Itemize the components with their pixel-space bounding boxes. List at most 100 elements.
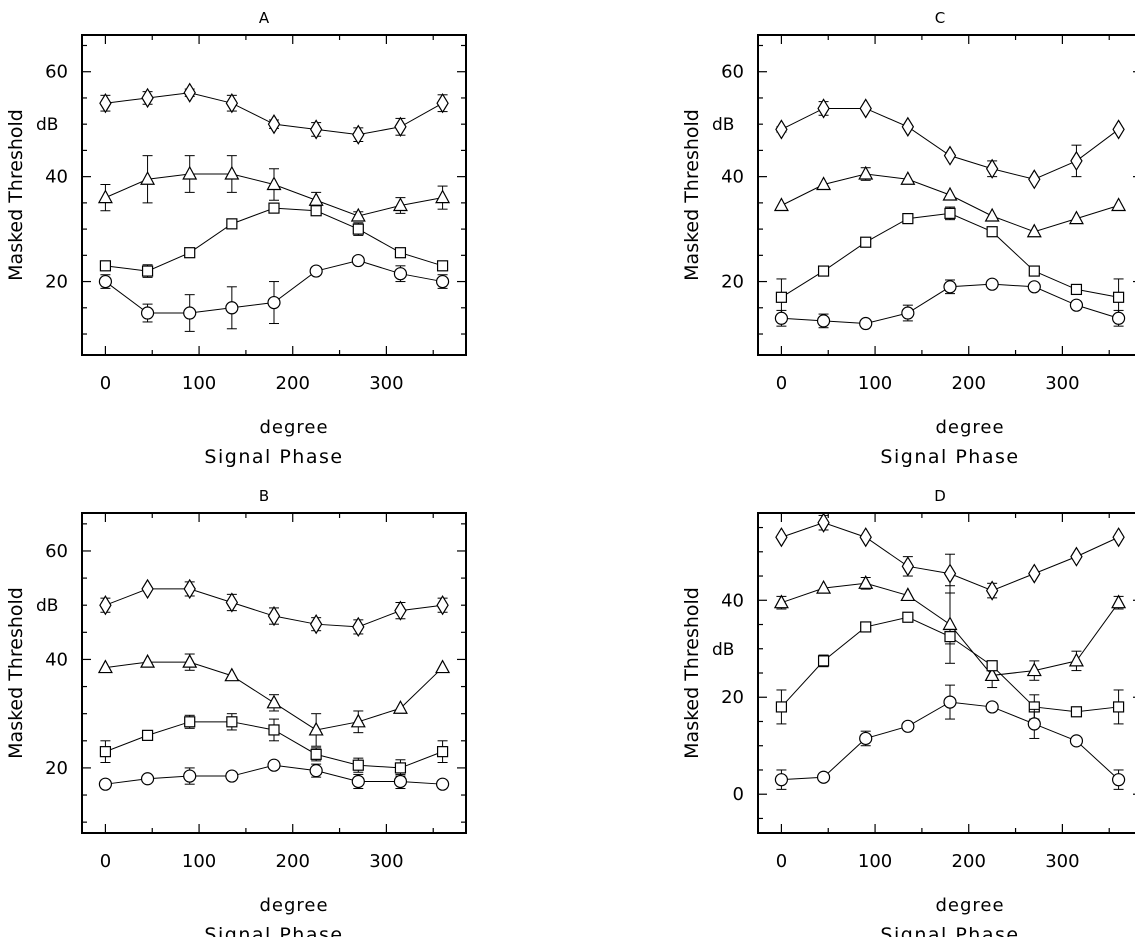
data-point — [817, 655, 830, 667]
y-tick-label: 60 — [721, 62, 744, 83]
data-point — [309, 764, 323, 778]
data-point — [816, 314, 831, 328]
data-point — [858, 165, 874, 180]
data-point — [985, 700, 999, 714]
data-point — [140, 171, 156, 185]
y-tick-label: 40 — [721, 167, 744, 188]
y-tick-label: 60 — [45, 62, 68, 83]
data-point — [902, 213, 914, 225]
data-point — [267, 114, 281, 135]
data-point — [984, 207, 1000, 222]
data-point — [435, 189, 451, 204]
series-diamond — [775, 512, 1125, 601]
x-tick-label: 300 — [369, 373, 403, 394]
y-unit-label: dB — [36, 596, 58, 616]
data-point — [817, 265, 830, 277]
data-point — [859, 731, 873, 746]
data-point — [859, 98, 872, 119]
data-point — [393, 774, 408, 789]
data-point — [985, 277, 999, 291]
data-point — [436, 595, 449, 616]
data-point — [1070, 546, 1083, 567]
x-tick-label: 200 — [952, 373, 986, 394]
x-tick-label: 300 — [1045, 851, 1079, 872]
data-point — [773, 197, 789, 212]
x-tick-label: 200 — [952, 851, 986, 872]
data-point — [352, 759, 364, 771]
data-point — [773, 594, 789, 609]
data-point — [351, 253, 365, 268]
data-point — [393, 267, 408, 281]
data-point — [98, 777, 113, 791]
data-point — [816, 176, 832, 191]
data-point — [901, 719, 915, 733]
data-point — [394, 762, 407, 774]
data-point — [1112, 119, 1125, 140]
data-point — [184, 716, 196, 728]
data-point — [183, 769, 197, 783]
panel-b: B 0 100 200 300 20 40 60 dB Masked Threshold degre… — [5, 487, 467, 937]
series-circle — [774, 684, 1126, 790]
data-point — [224, 165, 240, 180]
x-unit-label: degree — [935, 417, 1004, 438]
data-point — [1069, 734, 1084, 748]
data-point — [985, 580, 999, 601]
x-tick-label: 0 — [776, 373, 787, 394]
data-point — [309, 264, 323, 278]
data-point — [1111, 773, 1126, 787]
data-point — [985, 158, 999, 179]
data-point — [97, 659, 113, 674]
x-tick-label: 100 — [858, 851, 892, 872]
y-tick-label: 40 — [45, 649, 68, 670]
y-unit-label: dB — [712, 640, 734, 660]
data-point — [224, 667, 240, 682]
data-point — [986, 226, 998, 238]
data-point — [268, 202, 280, 214]
x-tick-label: 100 — [182, 373, 216, 394]
data-point — [310, 748, 322, 760]
data-point — [266, 694, 282, 709]
data-point — [1111, 594, 1127, 609]
x-axis-label: Signal Phase — [880, 924, 1019, 937]
data-point — [352, 616, 365, 638]
series-square — [775, 611, 1125, 725]
data-point — [436, 260, 449, 272]
data-point — [141, 729, 154, 741]
data-point — [901, 306, 915, 320]
x-tick-label: 100 — [182, 851, 216, 872]
data-point — [99, 93, 112, 114]
x-unit-label: degree — [259, 895, 328, 916]
x-tick-label: 100 — [858, 373, 892, 394]
data-point — [1028, 265, 1040, 277]
data-point — [225, 93, 239, 114]
data-point — [435, 659, 451, 674]
series-diamond — [99, 578, 449, 638]
data-point — [817, 98, 830, 119]
data-point — [435, 274, 450, 289]
data-point — [394, 600, 407, 621]
series-triangle — [773, 575, 1127, 689]
data-point — [141, 265, 154, 277]
x-axis-label: Signal Phase — [204, 924, 343, 937]
panel-a: A 0 100 200 300 20 40 60 dB Masked Threshold degre… — [5, 9, 467, 468]
data-point — [183, 306, 197, 320]
data-point — [1026, 223, 1042, 238]
data-point — [350, 207, 366, 222]
data-point — [226, 716, 238, 728]
data-point — [99, 746, 112, 758]
data-point — [225, 592, 239, 613]
data-point — [140, 772, 155, 786]
series-line — [781, 107, 1119, 180]
data-point — [1112, 291, 1125, 303]
data-point — [226, 218, 238, 230]
panel-c: C 0 100 200 300 20 40 60 dB Masked Threshold degre… — [681, 9, 1135, 468]
data-point — [267, 605, 281, 627]
data-point — [775, 527, 788, 548]
data-point — [816, 770, 831, 784]
data-point — [943, 145, 957, 166]
y-axis-label: Masked Threshold — [5, 109, 27, 281]
data-point — [984, 667, 1000, 682]
plot-area — [97, 82, 451, 332]
y-tick-label: 40 — [45, 167, 68, 188]
data-point — [225, 769, 239, 783]
